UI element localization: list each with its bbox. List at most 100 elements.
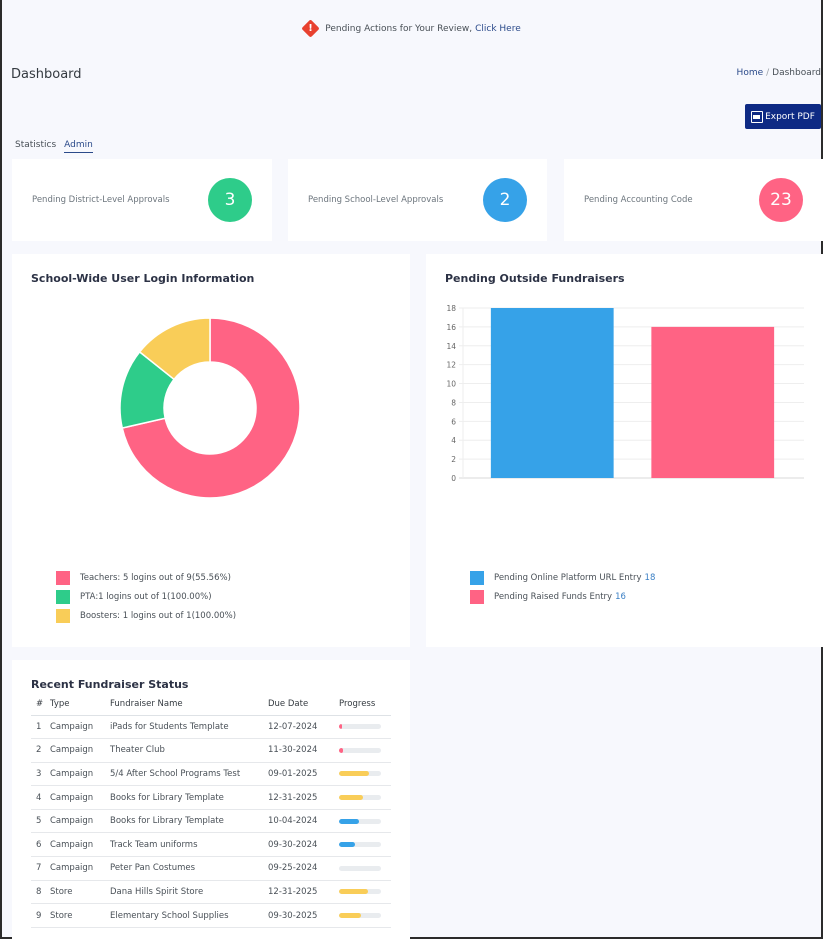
- row-type: Store: [50, 880, 110, 905]
- stat-label: Pending Accounting Code: [584, 195, 693, 205]
- table-row[interactable]: 2 Campaign Theater Club 11-30-2024: [31, 738, 391, 763]
- stat-card-accounting-code[interactable]: Pending Accounting Code 23: [564, 159, 823, 241]
- legend-item-pta[interactable]: PTA:1 logins out of 1(100.00%): [56, 587, 236, 606]
- row-type: Campaign: [50, 715, 110, 740]
- row-number: 4: [31, 785, 50, 810]
- row-fundraiser-name: Books for Library Template: [110, 785, 268, 810]
- y-tick-label: 6: [451, 417, 456, 426]
- y-tick-label: 0: [451, 474, 456, 483]
- stat-count-badge: 23: [759, 178, 803, 222]
- row-number: 7: [31, 856, 50, 881]
- col-header-type: Type: [50, 693, 110, 716]
- login-info-card: School-Wide User Login Information Teach…: [12, 254, 410, 647]
- row-number: 6: [31, 832, 50, 858]
- legend-item-online-url[interactable]: Pending Online Platform URL Entry 18: [470, 568, 655, 587]
- progress-bar: [339, 818, 381, 824]
- progress-bar: [339, 913, 381, 919]
- bar-online-platform-url-entry[interactable]: [490, 308, 614, 478]
- table-row[interactable]: 1 Campaign iPads for Students Template 12-0…: [31, 715, 391, 740]
- row-type: Store: [50, 903, 110, 928]
- row-due-date: 12-31-2025: [268, 880, 339, 905]
- row-number: 8: [31, 880, 50, 905]
- row-progress: [339, 832, 391, 858]
- col-header-name: Fundraiser Name: [110, 693, 268, 716]
- table-row[interactable]: 3 Campaign 5/4 After School Programs Test 0…: [31, 762, 391, 787]
- y-tick-label: 8: [451, 398, 456, 407]
- row-progress: [339, 903, 391, 928]
- breadcrumb-current: Dashboard: [772, 68, 821, 78]
- tab-admin[interactable]: Admin: [64, 140, 93, 153]
- legend-swatch: [56, 608, 70, 623]
- legend-text: Teachers: 5 logins out of 9(55.56%): [80, 572, 231, 583]
- row-fundraiser-name: 5/4 After School Programs Test: [110, 762, 268, 787]
- table-row[interactable]: 8 Store Dana Hills Spirit Store 12-31-2025: [31, 880, 391, 905]
- y-tick-label: 18: [446, 304, 456, 313]
- progress-bar: [339, 771, 381, 777]
- legend-text: Pending Online Platform URL Entry: [494, 572, 642, 583]
- y-tick-label: 4: [451, 436, 456, 445]
- progress-bar-fill: [339, 747, 344, 753]
- alert-click-here-link[interactable]: Click Here: [475, 23, 521, 34]
- progress-bar-fill: [339, 771, 370, 777]
- legend-item-raised-funds[interactable]: Pending Raised Funds Entry 16: [470, 587, 655, 606]
- progress-bar: [339, 795, 381, 801]
- row-type: Campaign: [50, 785, 110, 810]
- col-header-progress: Progress: [339, 693, 391, 716]
- table-row[interactable]: 4 Campaign Books for Library Template 12-31…: [31, 785, 391, 810]
- progress-bar-fill: [339, 724, 343, 730]
- legend-text: PTA:1 logins out of 1(100.00%): [80, 591, 212, 602]
- card-title: Recent Fundraiser Status: [31, 678, 189, 691]
- stat-card-school-approvals[interactable]: Pending School-Level Approvals 2: [288, 159, 547, 241]
- col-header-number: #: [31, 693, 50, 716]
- y-tick-label: 12: [446, 361, 456, 370]
- row-progress: [339, 809, 391, 834]
- row-fundraiser-name: Track Team uniforms: [110, 832, 268, 858]
- stat-card-district-approvals[interactable]: Pending District-Level Approvals 3: [12, 159, 272, 241]
- y-tick-label: 14: [446, 342, 456, 351]
- page-title: Dashboard: [11, 67, 82, 82]
- row-due-date: 09-30-2024: [268, 832, 339, 858]
- export-pdf-button[interactable]: Export PDF: [745, 104, 821, 129]
- row-due-date: 12-07-2024: [268, 715, 339, 740]
- table-header-row: # Type Fundraiser Name Due Date Progress: [31, 693, 391, 716]
- row-progress: [339, 715, 391, 740]
- breadcrumb-separator: /: [766, 68, 770, 78]
- table-row[interactable]: 5 Campaign Books for Library Template 10-04…: [31, 809, 391, 834]
- table-row[interactable]: 7 Campaign Peter Pan Costumes 09-25-2024: [31, 856, 391, 881]
- legend-swatch: [56, 589, 70, 604]
- row-progress: [339, 856, 391, 881]
- fundraisers-legend: Pending Online Platform URL Entry 18 Pen…: [470, 568, 655, 606]
- login-doughnut-chart: [119, 317, 301, 499]
- progress-bar: [339, 842, 381, 848]
- stat-label: Pending School-Level Approvals: [308, 195, 444, 205]
- tab-statistics[interactable]: Statistics: [15, 140, 57, 150]
- row-fundraiser-name: Elementary School Supplies: [110, 903, 268, 928]
- legend-swatch: [470, 570, 484, 585]
- progress-bar: [339, 747, 381, 753]
- row-due-date: 09-25-2024: [268, 856, 339, 881]
- y-tick-label: 10: [446, 380, 456, 389]
- doughnut-slice-teachers[interactable]: [121, 317, 301, 499]
- table-row[interactable]: 6 Campaign Track Team uniforms 09-30-2024: [31, 832, 391, 858]
- breadcrumb-home-link[interactable]: Home: [736, 68, 764, 78]
- doughnut-slice-boosters[interactable]: [138, 317, 211, 381]
- table-row[interactable]: 9 Store Elementary School Supplies 09-30-20…: [31, 903, 391, 928]
- legend-item-boosters[interactable]: Boosters: 1 logins out of 1(100.00%): [56, 606, 236, 625]
- stat-count-badge: 2: [483, 178, 527, 222]
- row-number: 3: [31, 762, 50, 787]
- warning-diamond-icon: !: [301, 19, 320, 38]
- row-progress: [339, 738, 391, 763]
- legend-count: 18: [644, 572, 656, 583]
- row-due-date: 09-30-2025: [268, 903, 339, 928]
- legend-text: Boosters: 1 logins out of 1(100.00%): [80, 610, 237, 621]
- bar-raised-funds-entry[interactable]: [651, 326, 775, 478]
- row-due-date: 09-01-2025: [268, 762, 339, 787]
- row-fundraiser-name: Dana Hills Spirit Store: [110, 880, 268, 905]
- row-type: Campaign: [50, 809, 110, 834]
- fundraiser-status-table: # Type Fundraiser Name Due Date Progress…: [31, 693, 391, 928]
- legend-item-teachers[interactable]: Teachers: 5 logins out of 9(55.56%): [56, 568, 236, 587]
- export-pdf-label: Export PDF: [765, 111, 815, 122]
- row-type: Campaign: [50, 832, 110, 858]
- y-tick-label: 16: [446, 323, 456, 332]
- progress-bar-fill: [339, 842, 355, 848]
